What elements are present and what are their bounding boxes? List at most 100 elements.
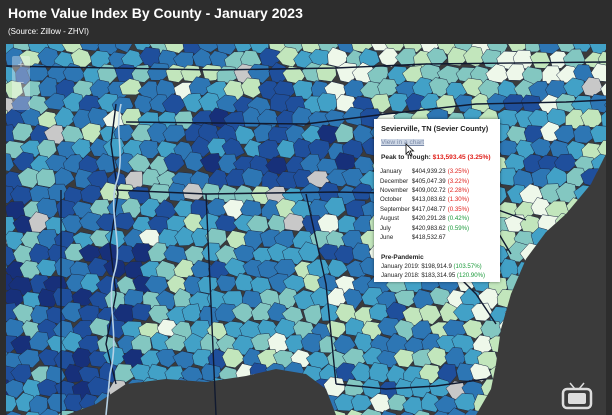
county-region[interactable] <box>64 243 87 262</box>
county-region[interactable] <box>163 152 186 173</box>
county-region[interactable] <box>597 140 607 159</box>
county-region[interactable] <box>446 407 470 415</box>
county-region[interactable] <box>6 185 16 204</box>
county-region[interactable] <box>378 47 401 68</box>
county-region[interactable] <box>402 44 424 53</box>
county-region[interactable] <box>64 363 87 383</box>
county-region[interactable] <box>360 408 384 415</box>
county-region[interactable] <box>242 106 263 128</box>
county-region[interactable] <box>164 333 187 352</box>
county-region[interactable] <box>54 257 77 278</box>
county-region[interactable] <box>6 347 10 370</box>
county-region[interactable] <box>426 47 448 67</box>
county-region[interactable] <box>553 124 576 144</box>
county-region[interactable] <box>162 124 187 143</box>
county-region[interactable] <box>70 48 93 69</box>
county-region[interactable] <box>196 44 221 53</box>
county-region[interactable] <box>320 303 343 322</box>
county-region[interactable] <box>6 410 24 415</box>
county-region[interactable] <box>131 243 155 263</box>
zoom-out-button[interactable]: − <box>17 77 25 89</box>
county-region[interactable] <box>554 153 578 173</box>
county-region[interactable] <box>452 303 478 322</box>
county-region[interactable] <box>155 348 178 368</box>
county-region[interactable] <box>87 257 109 277</box>
county-region[interactable] <box>274 317 296 339</box>
county-region[interactable] <box>469 362 492 383</box>
county-region[interactable] <box>6 47 27 66</box>
county-region[interactable] <box>6 152 15 172</box>
county-region[interactable] <box>333 393 358 412</box>
county-region[interactable] <box>6 106 9 128</box>
county-region[interactable] <box>316 63 337 82</box>
county-region[interactable] <box>573 125 596 144</box>
county-region[interactable] <box>378 410 400 415</box>
county-region[interactable] <box>54 167 75 187</box>
zoom-control[interactable]: + − <box>12 56 30 110</box>
county-region[interactable] <box>351 182 374 201</box>
county-region[interactable] <box>570 44 594 53</box>
county-region[interactable] <box>106 319 128 339</box>
county-region[interactable] <box>393 290 416 307</box>
county-region[interactable] <box>37 348 60 367</box>
county-region[interactable] <box>369 393 393 413</box>
county-region[interactable] <box>370 93 392 113</box>
county-region[interactable] <box>327 258 349 278</box>
county-region[interactable] <box>188 76 213 96</box>
county-region[interactable] <box>6 379 25 399</box>
county-region[interactable] <box>29 394 48 415</box>
map-canvas[interactable] <box>6 44 606 415</box>
county-region[interactable] <box>549 50 570 70</box>
county-region[interactable] <box>291 106 314 127</box>
county-region[interactable] <box>317 124 340 145</box>
county-region[interactable] <box>182 92 205 113</box>
county-region[interactable] <box>221 347 246 369</box>
county-region[interactable] <box>12 122 34 142</box>
county-region[interactable] <box>343 288 364 310</box>
county-region[interactable] <box>604 95 607 116</box>
county-region[interactable] <box>600 80 606 100</box>
county-region[interactable] <box>276 139 298 159</box>
view-in-chart-link[interactable]: View in a chart <box>381 139 425 146</box>
county-region[interactable] <box>590 63 606 83</box>
county-region[interactable] <box>283 213 306 232</box>
county-region[interactable] <box>426 346 448 367</box>
county-region[interactable] <box>87 107 110 128</box>
county-region[interactable] <box>95 153 118 174</box>
county-region[interactable] <box>26 63 50 82</box>
county-region[interactable] <box>282 274 308 293</box>
county-region[interactable] <box>418 304 442 325</box>
county-region[interactable] <box>17 349 41 368</box>
county-region[interactable] <box>6 244 16 266</box>
county-region[interactable] <box>409 409 433 415</box>
county-region[interactable] <box>387 393 408 412</box>
county-region[interactable] <box>240 77 263 99</box>
county-region[interactable] <box>78 44 102 52</box>
county-region[interactable] <box>174 225 197 247</box>
county-region[interactable] <box>21 411 43 415</box>
county-region[interactable] <box>429 410 452 415</box>
county-region[interactable] <box>131 303 152 322</box>
county-region[interactable] <box>393 411 416 415</box>
county-region[interactable] <box>600 109 606 130</box>
county-region[interactable] <box>350 394 373 412</box>
county-region[interactable] <box>28 211 51 233</box>
county-region[interactable] <box>163 44 189 54</box>
county-region[interactable] <box>138 139 160 159</box>
county-region[interactable] <box>383 44 407 52</box>
county-region[interactable] <box>190 135 214 158</box>
county-region[interactable] <box>447 46 468 66</box>
county-region[interactable] <box>6 378 11 399</box>
county-region[interactable] <box>333 245 358 265</box>
county-region[interactable] <box>504 214 527 233</box>
county-region[interactable] <box>323 196 346 217</box>
zoom-in-button[interactable]: + <box>17 59 25 71</box>
county-region[interactable] <box>566 167 588 187</box>
county-region[interactable] <box>505 63 528 81</box>
county-region[interactable] <box>147 242 169 262</box>
county-region[interactable] <box>116 244 136 263</box>
county-region[interactable] <box>80 273 103 294</box>
county-region[interactable] <box>316 92 338 113</box>
county-region[interactable] <box>462 319 485 339</box>
county-region[interactable] <box>222 199 247 220</box>
